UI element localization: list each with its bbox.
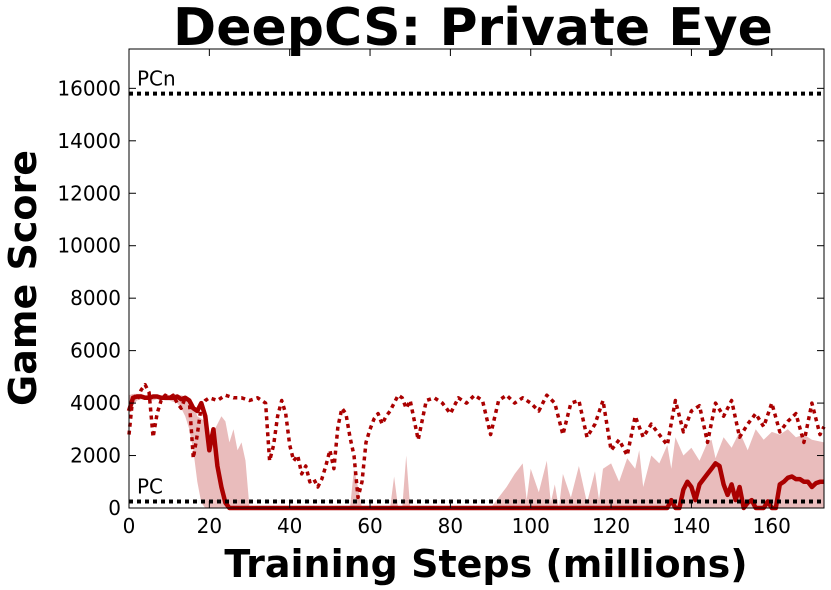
y-tick-label: 8000: [70, 286, 121, 310]
x-axis-ticks: 0 20 40 60 80 100 120 140 160: [123, 49, 791, 538]
x-axis-label: Training Steps (millions): [224, 542, 747, 586]
reference-label-pc: PC: [137, 474, 163, 498]
y-tick-label: 2000: [70, 444, 121, 468]
y-tick-label: 6000: [70, 339, 121, 363]
range-band: [129, 393, 824, 508]
y-tick-label: 16000: [57, 76, 121, 100]
y-tick-label: 14000: [57, 129, 121, 153]
y-axis-label: Game Score: [1, 150, 45, 406]
x-tick-label: 120: [592, 514, 630, 538]
y-tick-label: 12000: [57, 181, 121, 205]
range-band-layer: [129, 393, 824, 508]
chart-title: DeepCS: Private Eye: [173, 0, 773, 58]
series-line-dotted: [127, 382, 826, 500]
x-tick-label: 20: [197, 514, 222, 538]
y-tick-label: 4000: [70, 391, 121, 415]
x-tick-label: 140: [672, 514, 710, 538]
y-tick-label: 0: [108, 496, 121, 520]
x-tick-label: 0: [123, 514, 136, 538]
plot-area-frame: [128, 48, 825, 509]
x-tick-label: 40: [277, 514, 302, 538]
reference-label-pcn: PCn: [137, 67, 176, 91]
x-tick-label: 100: [512, 514, 550, 538]
reference-lines-layer: PCn PC: [129, 67, 824, 504]
x-tick-label: 80: [438, 514, 463, 538]
x-tick-label: 160: [753, 514, 791, 538]
y-axis-ticks: 0 2000 4000 6000 8000 10000 12000 14000 16000: [57, 76, 824, 520]
y-tick-label: 10000: [57, 234, 121, 258]
x-tick-label: 60: [357, 514, 382, 538]
